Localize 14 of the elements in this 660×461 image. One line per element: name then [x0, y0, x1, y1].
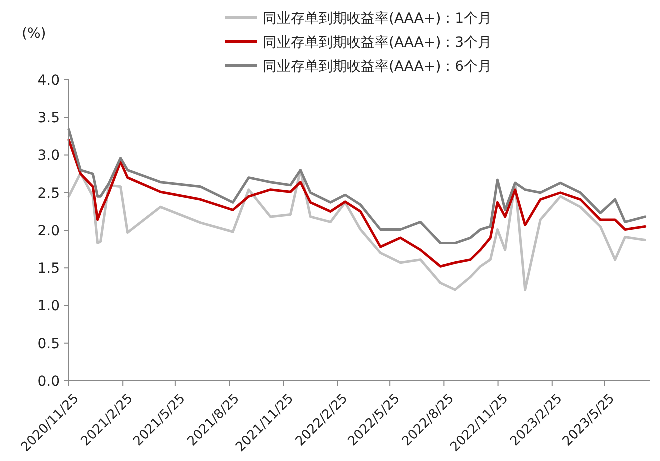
y-tick-label: 3.0	[38, 148, 60, 164]
legend-label: 同业存单到期收益率(AAA+)：1个月	[263, 10, 492, 27]
legend-label: 同业存单到期收益率(AAA+)：6个月	[263, 58, 492, 75]
line-series	[68, 138, 647, 268]
y-tick-label: 3.5	[38, 110, 60, 127]
y-tick-label: 4.0	[38, 72, 60, 89]
y-tick-label: 2.5	[38, 186, 60, 202]
y-tick-label: 1.0	[38, 298, 60, 315]
y-tick-label: 0.0	[38, 374, 60, 390]
y-tick-label: 2.0	[38, 223, 60, 240]
y-tick-label: 0.5	[38, 336, 60, 352]
legend-label: 同业存单到期收益率(AAA+)：3个月	[263, 34, 492, 51]
y-axis-title: (%)	[22, 26, 46, 42]
y-tick-label: 1.5	[38, 261, 60, 278]
